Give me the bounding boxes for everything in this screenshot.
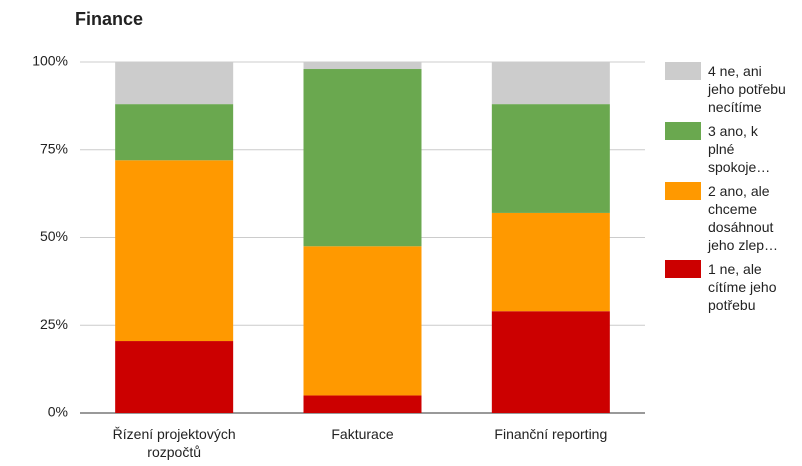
x-tick-label: Řízení projektových rozpočtů	[112, 426, 236, 460]
bar-segment	[115, 104, 234, 161]
legend-label: 3 ano, k plné spokoje…	[708, 123, 771, 175]
bar-segment	[303, 395, 422, 413]
legend-swatch	[665, 62, 701, 80]
y-tick-label: 50%	[40, 228, 68, 244]
x-tick-label: Finanční reporting	[494, 426, 608, 442]
bar-segment	[115, 160, 234, 342]
bar-segment	[491, 104, 610, 213]
legend-swatch	[665, 260, 701, 278]
legend-swatch	[665, 182, 701, 200]
bar-segment	[115, 341, 234, 413]
legend-label: 1 ne, ale cítíme jeho potřebu	[708, 261, 777, 313]
legend-label: 4 ne, ani jeho potřebu necítíme	[708, 63, 786, 115]
chart-title: Finance	[75, 9, 143, 29]
y-tick-label: 75%	[40, 140, 68, 156]
legend-swatch	[665, 122, 701, 140]
bar-segment	[491, 212, 610, 312]
y-tick-label: 25%	[40, 316, 68, 332]
bar-segment	[303, 62, 422, 70]
bar-segment	[303, 246, 422, 396]
bar-segment	[491, 62, 610, 105]
legend-label: 2 ano, ale chceme dosáhnout jeho zlep…	[708, 183, 779, 253]
y-tick-label: 0%	[48, 404, 68, 420]
y-tick-label: 100%	[32, 53, 68, 69]
bar-segment	[491, 311, 610, 413]
x-tick-label: Fakturace	[331, 426, 394, 442]
bar-segment	[115, 62, 234, 105]
bar-segment	[303, 69, 422, 247]
